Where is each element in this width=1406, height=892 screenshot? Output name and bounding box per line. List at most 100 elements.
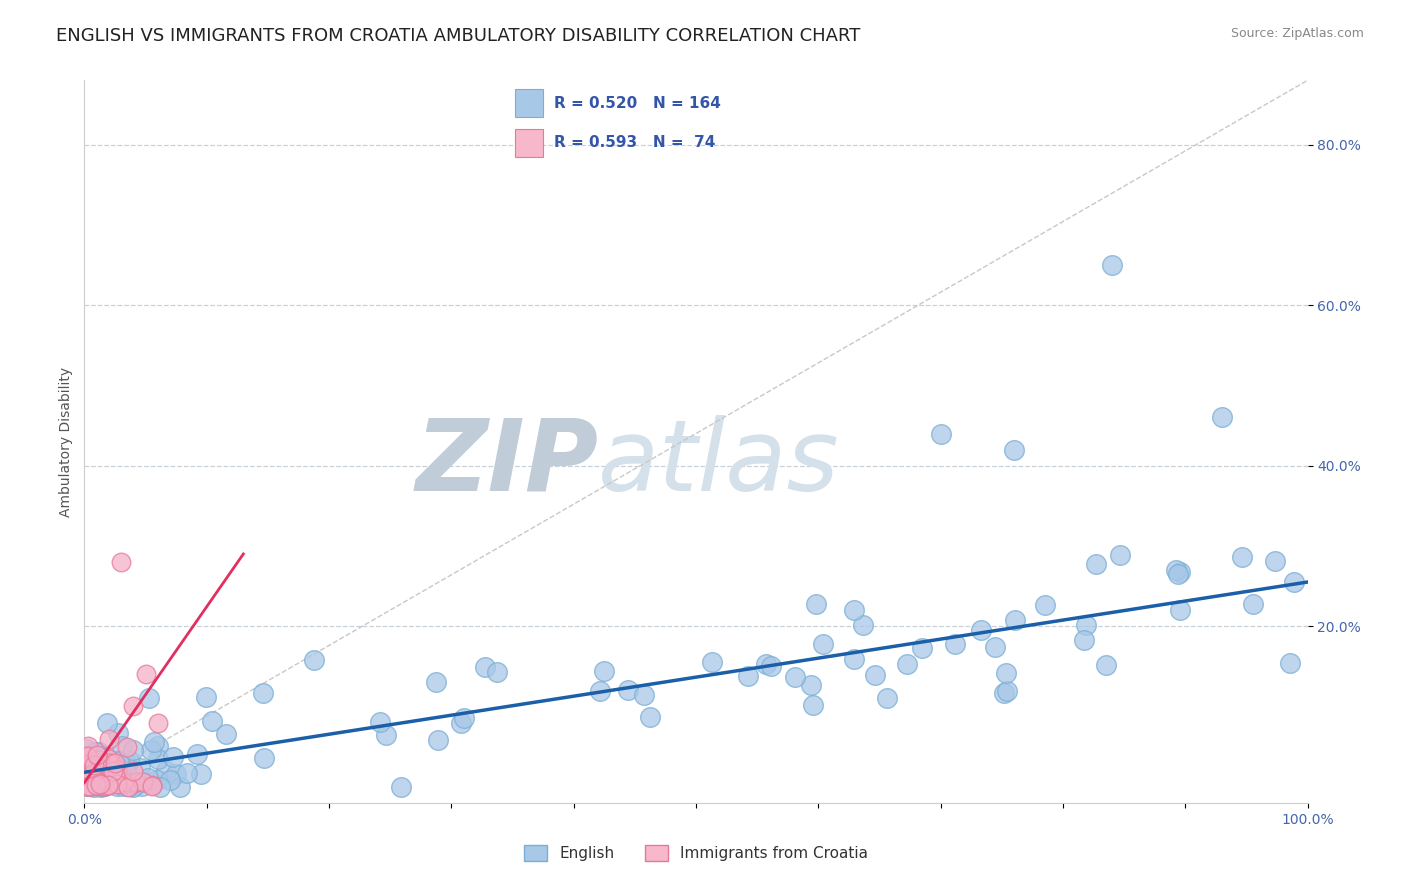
Point <box>96 772 118 786</box>
Text: ENGLISH VS IMMIGRANTS FROM CROATIA AMBULATORY DISABILITY CORRELATION CHART: ENGLISH VS IMMIGRANTS FROM CROATIA AMBUL… <box>56 27 860 45</box>
Point <box>141 778 163 792</box>
Point <box>1241 597 1264 611</box>
Point <box>93 775 115 789</box>
Point <box>77 778 100 792</box>
Point <box>176 766 198 780</box>
Point <box>84 745 107 759</box>
Point <box>80 778 103 792</box>
Text: R = 0.520   N = 164: R = 0.520 N = 164 <box>554 95 721 111</box>
Point <box>91 760 114 774</box>
Point <box>485 665 508 680</box>
Point <box>73 777 96 791</box>
Point <box>82 768 104 782</box>
Point <box>139 743 162 757</box>
Point <box>83 772 105 787</box>
Point <box>89 762 111 776</box>
Point <box>76 772 98 786</box>
Point <box>91 772 114 787</box>
Y-axis label: Ambulatory Disability: Ambulatory Disability <box>59 367 73 516</box>
Point <box>169 780 191 794</box>
Point <box>799 678 821 692</box>
Point <box>253 751 276 765</box>
Point <box>93 770 115 784</box>
Point <box>86 777 108 791</box>
Point <box>87 745 110 759</box>
Point <box>84 771 107 785</box>
Point <box>911 640 934 655</box>
Point <box>100 777 122 791</box>
Point <box>143 735 166 749</box>
Point <box>107 726 129 740</box>
Point <box>190 766 212 780</box>
Point <box>96 715 118 730</box>
Point <box>91 775 114 789</box>
Point <box>588 684 610 698</box>
Point <box>111 772 134 787</box>
Point <box>93 776 115 790</box>
Point <box>94 749 117 764</box>
Point <box>90 778 112 792</box>
Point <box>97 757 120 772</box>
Point <box>1095 658 1118 673</box>
Point <box>101 758 124 772</box>
Point <box>844 602 866 616</box>
Point <box>159 773 181 788</box>
Point <box>450 716 472 731</box>
Point <box>73 773 96 788</box>
Point <box>79 770 101 784</box>
Point <box>122 777 145 791</box>
Point <box>83 755 105 769</box>
Point <box>90 774 112 789</box>
Point <box>91 776 114 790</box>
Point <box>93 779 115 793</box>
Point <box>1033 599 1056 613</box>
Point <box>97 731 120 746</box>
Point <box>194 690 217 704</box>
Point <box>77 756 100 770</box>
Point <box>96 769 118 783</box>
Point <box>79 768 101 782</box>
Point <box>89 753 111 767</box>
Point <box>761 659 783 673</box>
Point <box>97 779 120 793</box>
Point <box>105 779 128 793</box>
Point <box>83 777 105 791</box>
Point <box>1002 442 1025 457</box>
Point <box>110 555 132 569</box>
Point <box>94 755 117 769</box>
Point <box>929 426 952 441</box>
Point <box>80 775 103 789</box>
Text: Source: ZipAtlas.com: Source: ZipAtlas.com <box>1230 27 1364 40</box>
Point <box>804 597 827 611</box>
Point <box>87 768 110 782</box>
Point <box>84 777 107 791</box>
Point <box>84 769 107 783</box>
Point <box>77 749 100 764</box>
Point <box>1109 548 1132 562</box>
Point <box>755 657 778 671</box>
Text: atlas: atlas <box>598 415 839 512</box>
Point <box>82 763 104 777</box>
Point <box>995 665 1018 680</box>
Point <box>77 777 100 791</box>
Point <box>146 739 169 753</box>
Point <box>110 776 132 790</box>
Point <box>122 776 145 790</box>
Point <box>83 780 105 794</box>
Point <box>91 777 114 791</box>
Point <box>79 769 101 783</box>
Point <box>83 775 105 789</box>
Point <box>104 763 127 777</box>
Point <box>1164 563 1187 577</box>
Point <box>638 710 661 724</box>
Point <box>75 766 97 780</box>
Point <box>122 778 145 792</box>
Point <box>114 777 136 791</box>
Point <box>83 768 105 782</box>
Point <box>120 776 142 790</box>
Point <box>79 779 101 793</box>
Point <box>122 764 145 778</box>
Point <box>94 772 117 786</box>
Point <box>969 623 991 637</box>
Point <box>138 690 160 705</box>
